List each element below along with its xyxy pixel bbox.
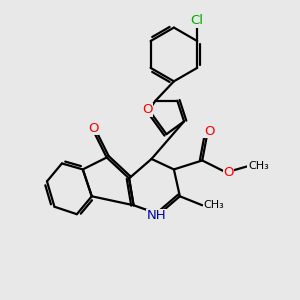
Text: CH₃: CH₃	[248, 161, 269, 171]
Text: O: O	[142, 103, 153, 116]
Text: O: O	[88, 122, 98, 135]
Text: Cl: Cl	[191, 14, 204, 27]
Text: O: O	[223, 167, 234, 179]
Text: O: O	[204, 125, 214, 138]
Text: NH: NH	[147, 209, 166, 222]
Text: CH₃: CH₃	[203, 200, 224, 210]
